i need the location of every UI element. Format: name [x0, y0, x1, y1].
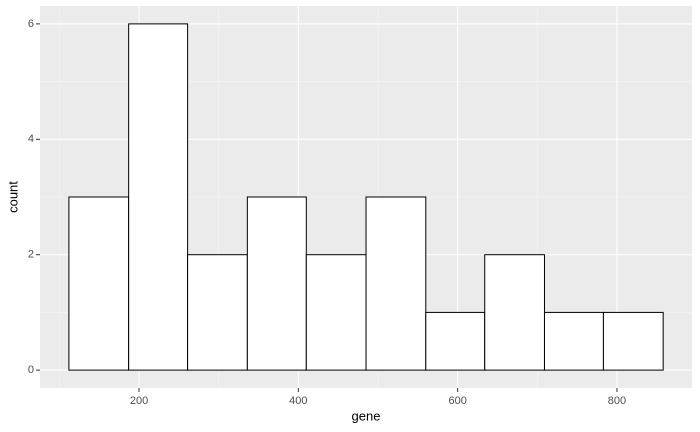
bar: [68, 196, 130, 371]
bar: [187, 254, 248, 371]
bar: [425, 311, 486, 371]
x-tick-label: 600: [448, 395, 466, 407]
y-axis-title: count: [5, 181, 20, 213]
x-tick-label: 200: [130, 395, 148, 407]
bar: [305, 254, 367, 371]
y-tick-label: 2: [28, 249, 34, 261]
y-tick-label: 6: [28, 18, 34, 30]
bar: [246, 196, 307, 371]
bar: [543, 311, 604, 371]
bar: [484, 254, 545, 371]
y-tick-label: 0: [28, 364, 34, 376]
bar: [602, 311, 664, 371]
y-tick-label: 4: [28, 133, 34, 145]
bar: [365, 196, 427, 371]
bar: [128, 23, 189, 371]
x-tick-label: 800: [608, 395, 626, 407]
x-tick-label: 400: [289, 395, 307, 407]
x-axis-title: gene: [352, 408, 381, 423]
